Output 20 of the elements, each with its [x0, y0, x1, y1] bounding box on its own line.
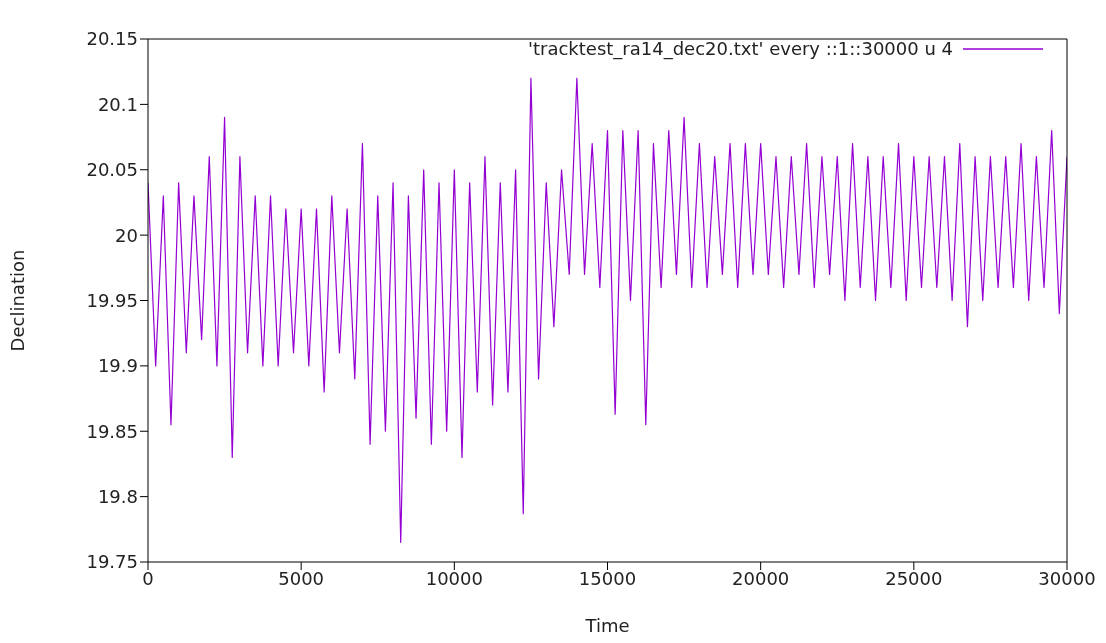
y-tick-label: 20.05 — [86, 159, 138, 181]
x-tick-label: 15000 — [578, 567, 637, 589]
y-tick-label: 19.75 — [86, 551, 138, 573]
y-tick-label: 20.15 — [86, 28, 138, 50]
line-series — [148, 77, 1067, 543]
x-tick-label: 5000 — [278, 567, 325, 589]
x-tick-label: 10000 — [425, 567, 483, 589]
y-tick-label: 19.9 — [97, 355, 138, 377]
x-tick-label: 20000 — [732, 567, 790, 589]
x-tick-label: 25000 — [885, 567, 943, 589]
x-axis-title: Time — [584, 615, 630, 636]
y-axis-title: Declination — [7, 249, 29, 352]
x-tick-label: 0 — [142, 567, 154, 589]
y-tick-label: 19.85 — [86, 420, 138, 442]
y-tick-label: 19.95 — [86, 289, 138, 311]
y-tick-label: 20 — [115, 224, 138, 246]
y-tick-label: 20.1 — [97, 93, 138, 115]
x-tick-label: 30000 — [1038, 567, 1096, 589]
legend-label: 'tracktest_ra14_dec20.txt' every ::1::30000 u 4 — [528, 38, 953, 59]
y-tick-label: 19.8 — [97, 486, 138, 508]
